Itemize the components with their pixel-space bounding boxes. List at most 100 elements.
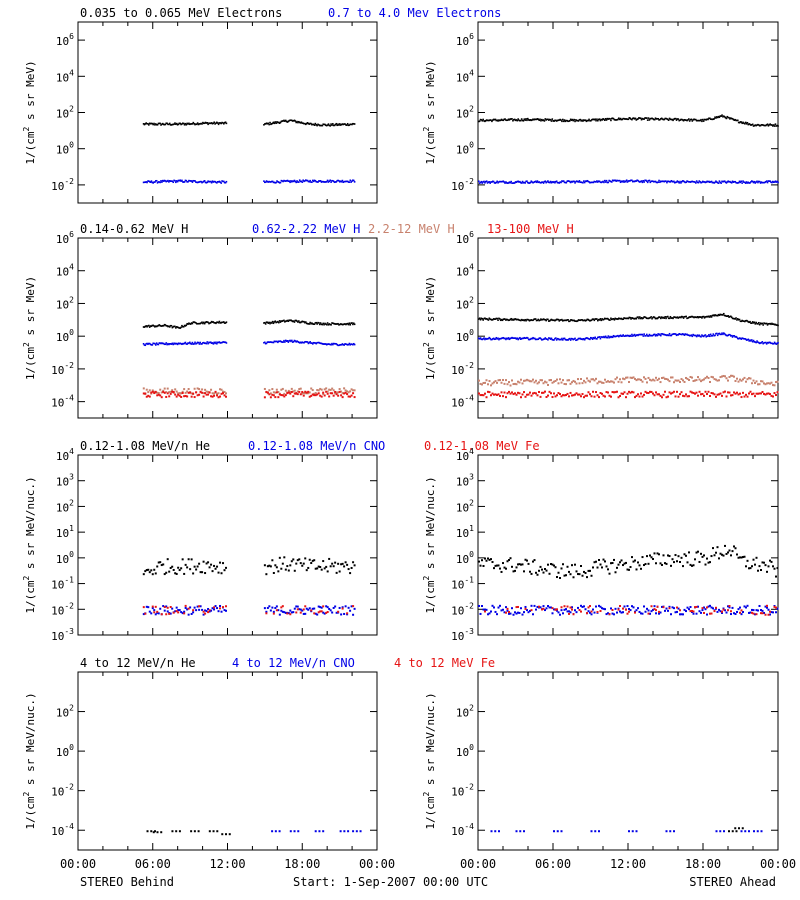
data-point xyxy=(699,316,701,318)
data-point xyxy=(517,118,519,120)
data-point xyxy=(688,551,690,554)
data-point xyxy=(707,316,709,318)
data-point xyxy=(290,390,293,393)
data-point xyxy=(723,314,726,317)
data-point xyxy=(603,181,605,184)
data-point xyxy=(749,567,752,570)
data-point xyxy=(504,182,506,184)
data-point xyxy=(662,393,665,396)
data-point xyxy=(588,118,590,121)
y-axis-label-base: 1/(cm xyxy=(424,796,437,829)
data-point xyxy=(760,181,763,183)
data-point xyxy=(580,319,582,321)
data-point xyxy=(216,341,219,344)
data-point xyxy=(168,180,171,182)
data-point xyxy=(734,118,736,121)
data-point xyxy=(605,391,608,394)
data-point xyxy=(340,390,343,393)
data-point xyxy=(285,180,288,182)
data-point xyxy=(668,607,671,610)
data-point xyxy=(671,333,673,336)
data-point xyxy=(272,341,275,344)
data-point xyxy=(623,317,625,319)
data-point xyxy=(713,393,716,396)
data-point xyxy=(199,123,202,125)
data-point xyxy=(658,553,660,556)
data-point xyxy=(741,827,744,830)
data-point xyxy=(147,394,150,397)
data-point xyxy=(487,613,489,616)
data-point xyxy=(766,392,768,395)
data-point xyxy=(301,341,304,344)
data-point xyxy=(177,392,180,395)
data-point xyxy=(541,338,543,341)
data-point xyxy=(583,338,586,341)
y-tick-exponent: 4 xyxy=(69,68,74,77)
data-point xyxy=(681,118,683,121)
data-point xyxy=(326,570,329,573)
data-point xyxy=(763,611,765,614)
data-point xyxy=(531,181,533,183)
data-point xyxy=(301,181,304,183)
data-point xyxy=(328,343,331,346)
data-point xyxy=(766,382,768,385)
legend-label: 2.2-12 MeV H xyxy=(368,222,455,236)
data-point xyxy=(576,338,579,341)
data-point xyxy=(268,389,271,392)
data-point xyxy=(298,181,300,183)
data-point xyxy=(293,830,296,833)
data-point xyxy=(526,318,528,321)
data-point xyxy=(731,180,734,183)
data-point xyxy=(503,391,506,394)
data-point xyxy=(341,179,344,182)
legend-label: 0.12-1.08 MeV Fe xyxy=(424,439,540,453)
data-point xyxy=(225,180,228,183)
data-point xyxy=(318,342,321,344)
data-point xyxy=(182,122,184,125)
data-point xyxy=(749,611,752,614)
data-point xyxy=(155,179,158,182)
data-point xyxy=(329,565,332,568)
data-point xyxy=(717,182,720,184)
data-point xyxy=(175,395,178,398)
data-point xyxy=(534,180,537,183)
data-point xyxy=(582,120,584,122)
data-point xyxy=(199,180,202,183)
data-point xyxy=(700,552,702,555)
data-point xyxy=(263,322,265,324)
data-point xyxy=(205,342,208,345)
data-point xyxy=(612,117,615,120)
data-point xyxy=(313,612,316,615)
data-point xyxy=(168,391,171,394)
data-point xyxy=(523,830,525,833)
data-point xyxy=(350,322,352,325)
data-point xyxy=(289,830,292,833)
data-point xyxy=(485,317,488,320)
data-point xyxy=(581,393,584,396)
data-point xyxy=(530,572,533,575)
data-point xyxy=(613,381,615,384)
data-point xyxy=(344,391,347,394)
data-point xyxy=(553,339,555,341)
data-point xyxy=(173,325,175,328)
data-point xyxy=(706,335,708,337)
data-point xyxy=(674,333,677,335)
data-point xyxy=(596,338,598,340)
data-point xyxy=(511,565,513,568)
data-point xyxy=(704,181,707,184)
y-tick-label: 10-2 xyxy=(51,783,74,799)
data-point xyxy=(658,179,660,182)
data-point xyxy=(346,122,349,125)
data-point xyxy=(172,611,175,614)
data-point xyxy=(204,121,207,124)
data-point xyxy=(299,393,302,396)
data-point xyxy=(773,323,776,326)
data-point xyxy=(749,182,751,184)
data-point xyxy=(716,379,719,382)
data-point xyxy=(646,119,649,121)
data-point xyxy=(179,122,182,125)
data-point xyxy=(639,317,642,320)
data-point xyxy=(772,181,775,184)
data-point xyxy=(322,392,325,395)
data-point xyxy=(667,334,670,337)
